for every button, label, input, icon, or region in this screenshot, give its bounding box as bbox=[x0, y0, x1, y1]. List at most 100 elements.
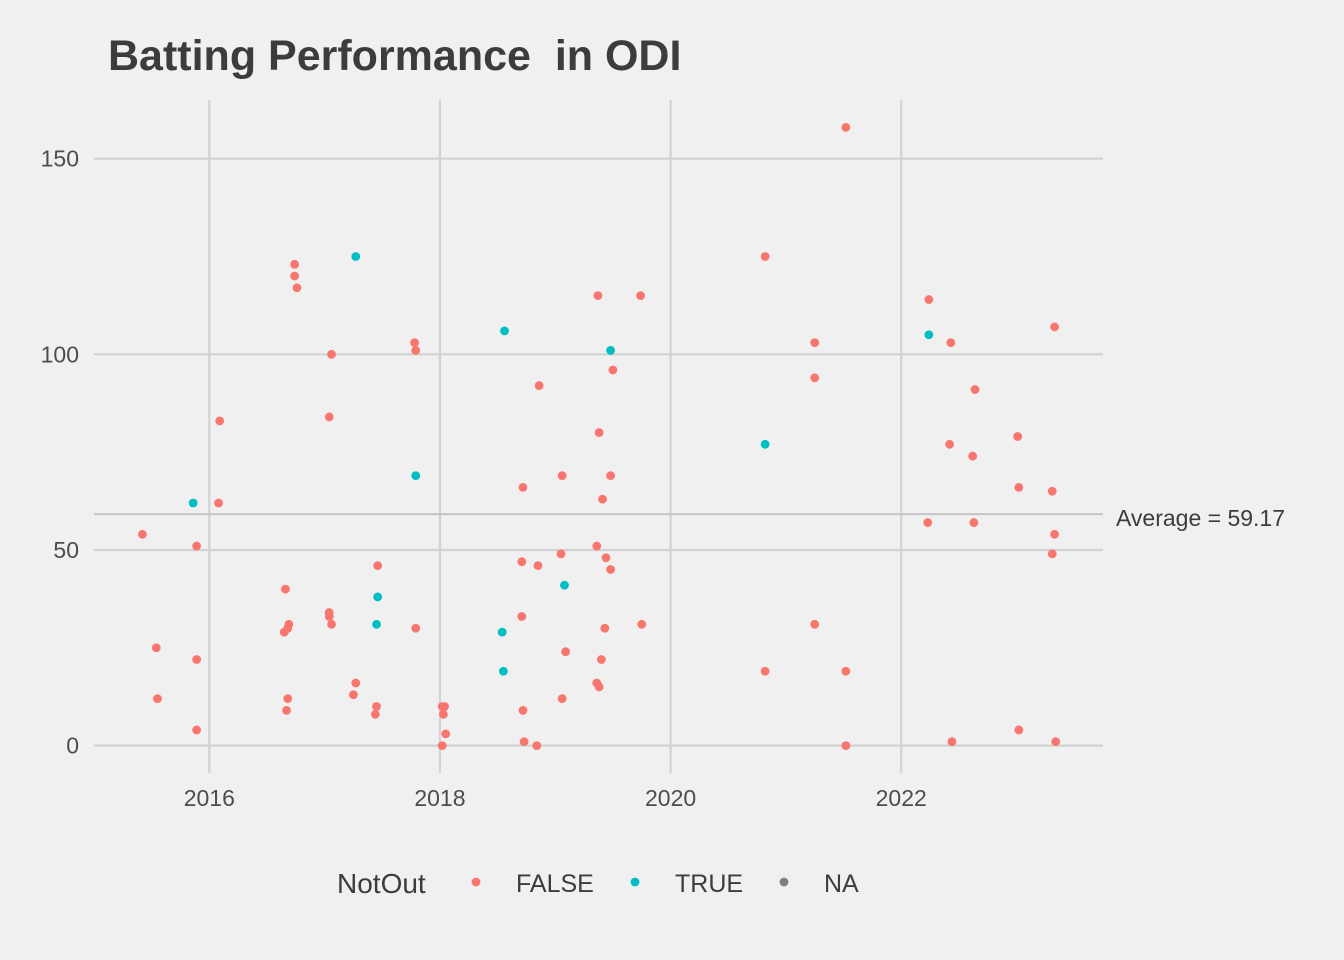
data-point bbox=[947, 737, 957, 747]
data-point bbox=[497, 627, 507, 637]
data-point bbox=[1047, 486, 1057, 496]
data-point bbox=[924, 295, 934, 304]
x-tick-label: 2018 bbox=[414, 785, 465, 811]
data-point bbox=[500, 326, 509, 336]
data-point bbox=[560, 580, 569, 590]
data-point bbox=[969, 518, 979, 527]
data-point bbox=[601, 553, 611, 563]
data-point bbox=[411, 346, 421, 355]
legend-label-true: TRUE bbox=[675, 870, 743, 898]
y-tick-label: 50 bbox=[53, 537, 79, 563]
data-point bbox=[598, 494, 607, 504]
data-point bbox=[411, 471, 421, 481]
legend: NotOut FALSE TRUE NA bbox=[337, 868, 859, 899]
data-point bbox=[594, 428, 604, 437]
data-point bbox=[594, 682, 604, 692]
data-point bbox=[215, 416, 225, 426]
average-label: Average = 59.17 bbox=[1116, 505, 1285, 531]
data-point bbox=[841, 741, 851, 751]
data-point bbox=[970, 385, 980, 394]
data-point bbox=[923, 518, 933, 527]
data-point bbox=[498, 666, 508, 676]
data-point bbox=[606, 565, 616, 574]
data-point bbox=[606, 346, 616, 355]
data-point bbox=[324, 612, 334, 621]
data-point bbox=[519, 737, 529, 747]
data-point bbox=[557, 694, 567, 704]
data-point bbox=[810, 619, 820, 629]
data-point bbox=[327, 349, 336, 359]
data-point bbox=[518, 705, 528, 715]
data-point bbox=[290, 259, 300, 269]
data-point bbox=[282, 705, 291, 715]
data-point bbox=[533, 561, 543, 571]
data-point bbox=[810, 338, 820, 347]
legend-key-false bbox=[471, 877, 481, 887]
data-point bbox=[606, 471, 616, 481]
data-point bbox=[437, 741, 447, 751]
data-point bbox=[1047, 549, 1057, 559]
data-point bbox=[945, 439, 955, 449]
series-false bbox=[138, 122, 1061, 751]
data-point bbox=[1014, 482, 1024, 492]
data-point bbox=[439, 709, 448, 719]
data-point bbox=[441, 729, 451, 739]
data-point bbox=[370, 709, 380, 719]
legend-key-true bbox=[630, 877, 640, 887]
data-point bbox=[1050, 529, 1059, 539]
data-point bbox=[351, 678, 361, 688]
data-point bbox=[373, 592, 383, 602]
data-point bbox=[138, 529, 147, 539]
data-point bbox=[760, 439, 770, 449]
data-point bbox=[151, 643, 161, 653]
data-point bbox=[556, 549, 566, 559]
data-point bbox=[440, 702, 449, 711]
data-point bbox=[637, 619, 647, 629]
data-point bbox=[600, 623, 610, 633]
data-point bbox=[592, 541, 602, 551]
data-point bbox=[327, 619, 336, 629]
data-point bbox=[596, 655, 606, 664]
data-point bbox=[841, 122, 851, 132]
data-point bbox=[517, 612, 527, 621]
data-point bbox=[636, 291, 645, 301]
data-point bbox=[192, 655, 202, 664]
data-point bbox=[517, 557, 527, 567]
data-point bbox=[372, 702, 381, 711]
data-point bbox=[281, 584, 290, 594]
x-tick-label: 2016 bbox=[184, 785, 235, 811]
data-point bbox=[593, 291, 603, 301]
data-point bbox=[1013, 432, 1023, 441]
data-point bbox=[561, 647, 571, 657]
data-point bbox=[1051, 737, 1061, 747]
series-true bbox=[188, 252, 934, 676]
data-point bbox=[351, 252, 361, 261]
data-point bbox=[924, 330, 934, 340]
y-tick-label: 150 bbox=[41, 146, 79, 172]
data-point bbox=[841, 666, 851, 676]
data-point bbox=[1050, 322, 1059, 332]
data-point bbox=[608, 365, 618, 375]
y-tick-label: 0 bbox=[66, 733, 79, 759]
data-point bbox=[532, 741, 542, 751]
data-point bbox=[557, 471, 567, 481]
data-point bbox=[760, 666, 770, 676]
average-line-group: Average = 59.17 bbox=[94, 505, 1285, 531]
legend-title: NotOut bbox=[337, 868, 426, 899]
data-point bbox=[284, 619, 294, 629]
data-point bbox=[372, 619, 381, 629]
x-tick-label: 2020 bbox=[645, 785, 696, 811]
data-point bbox=[810, 373, 820, 383]
data-point bbox=[188, 498, 198, 508]
data-point bbox=[518, 482, 528, 492]
data-point bbox=[292, 283, 302, 293]
data-point bbox=[968, 451, 978, 461]
data-point bbox=[410, 338, 419, 347]
data-point bbox=[373, 561, 383, 571]
data-point bbox=[411, 623, 421, 633]
data-point bbox=[283, 694, 293, 704]
axis-tick-labels: 0 50 100 150 2016 2018 2020 2022 bbox=[41, 146, 927, 811]
data-point bbox=[946, 338, 956, 347]
data-point bbox=[290, 271, 300, 281]
